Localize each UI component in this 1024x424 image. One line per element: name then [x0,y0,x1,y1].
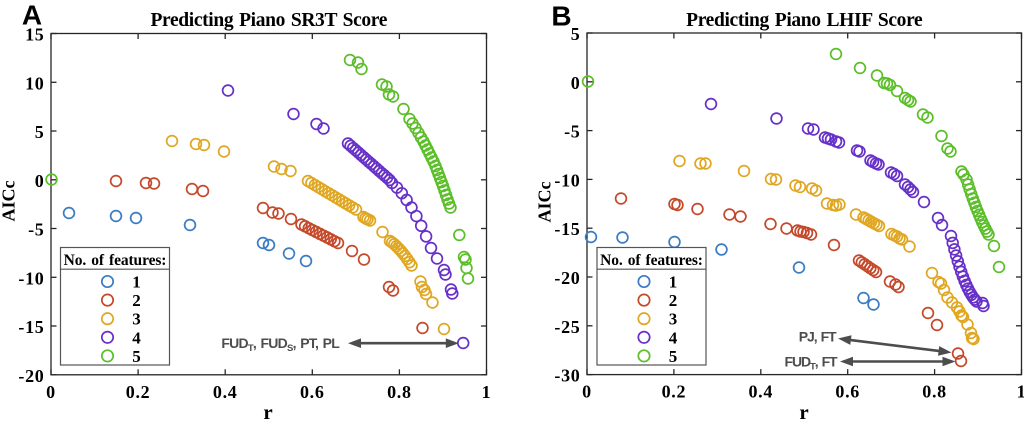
svg-text:-20: -20 [554,268,580,288]
svg-text:0.4: 0.4 [213,382,238,402]
svg-text:5: 5 [669,347,678,366]
svg-text:0.6: 0.6 [300,382,325,402]
svg-text:No. of features:: No. of features: [600,252,703,269]
svg-text:2: 2 [669,291,678,310]
svg-text:-5: -5 [28,220,44,240]
svg-text:0.8: 0.8 [387,382,412,402]
svg-text:Predicting Piano LHIF Score: Predicting Piano LHIF Score [686,10,923,31]
svg-text:3: 3 [132,310,141,329]
svg-text:0.4: 0.4 [748,382,773,402]
svg-text:1: 1 [669,273,678,292]
svg-text:2: 2 [132,291,141,310]
svg-text:3: 3 [669,310,678,329]
svg-text:B: B [551,1,571,32]
svg-text:1: 1 [482,382,492,402]
svg-text:AICc: AICc [535,181,555,222]
svg-text:-20: -20 [18,366,44,386]
svg-text:A: A [22,0,42,31]
svg-text:4: 4 [669,328,678,347]
svg-text:5: 5 [35,122,45,142]
svg-text:1: 1 [1017,382,1024,402]
svg-text:PJ, FT: PJ, FT [799,329,837,345]
svg-text:-15: -15 [18,317,44,337]
svg-text:Predicting Piano SR3T Score: Predicting Piano SR3T Score [150,10,387,31]
svg-text:15: 15 [25,25,44,45]
svg-text:FUDT, FUDS, PT, PL: FUDT, FUDS, PT, PL [221,335,340,354]
svg-text:4: 4 [132,328,141,347]
svg-text:0.2: 0.2 [662,382,687,402]
svg-text:5: 5 [132,347,141,366]
svg-text:5: 5 [571,24,581,44]
svg-text:-15: -15 [554,219,580,239]
svg-text:0.8: 0.8 [922,382,947,402]
svg-text:0.6: 0.6 [835,382,860,402]
svg-text:-25: -25 [554,317,580,337]
svg-text:-10: -10 [554,170,580,190]
svg-text:0: 0 [46,382,56,402]
svg-text:No. of features:: No. of features: [64,252,167,269]
svg-text:0: 0 [571,73,581,93]
svg-text:1: 1 [132,273,141,292]
svg-text:0.2: 0.2 [126,382,151,402]
svg-text:-30: -30 [554,366,580,386]
svg-text:r: r [263,400,272,419]
svg-text:FUDT, FT: FUDT, FT [785,354,839,373]
svg-text:r: r [799,400,808,419]
svg-text:0: 0 [582,382,592,402]
svg-text:-5: -5 [564,122,580,142]
svg-text:-10: -10 [18,268,44,288]
svg-text:10: 10 [25,73,44,93]
svg-text:0: 0 [35,171,45,191]
svg-text:AICc: AICc [0,180,19,221]
